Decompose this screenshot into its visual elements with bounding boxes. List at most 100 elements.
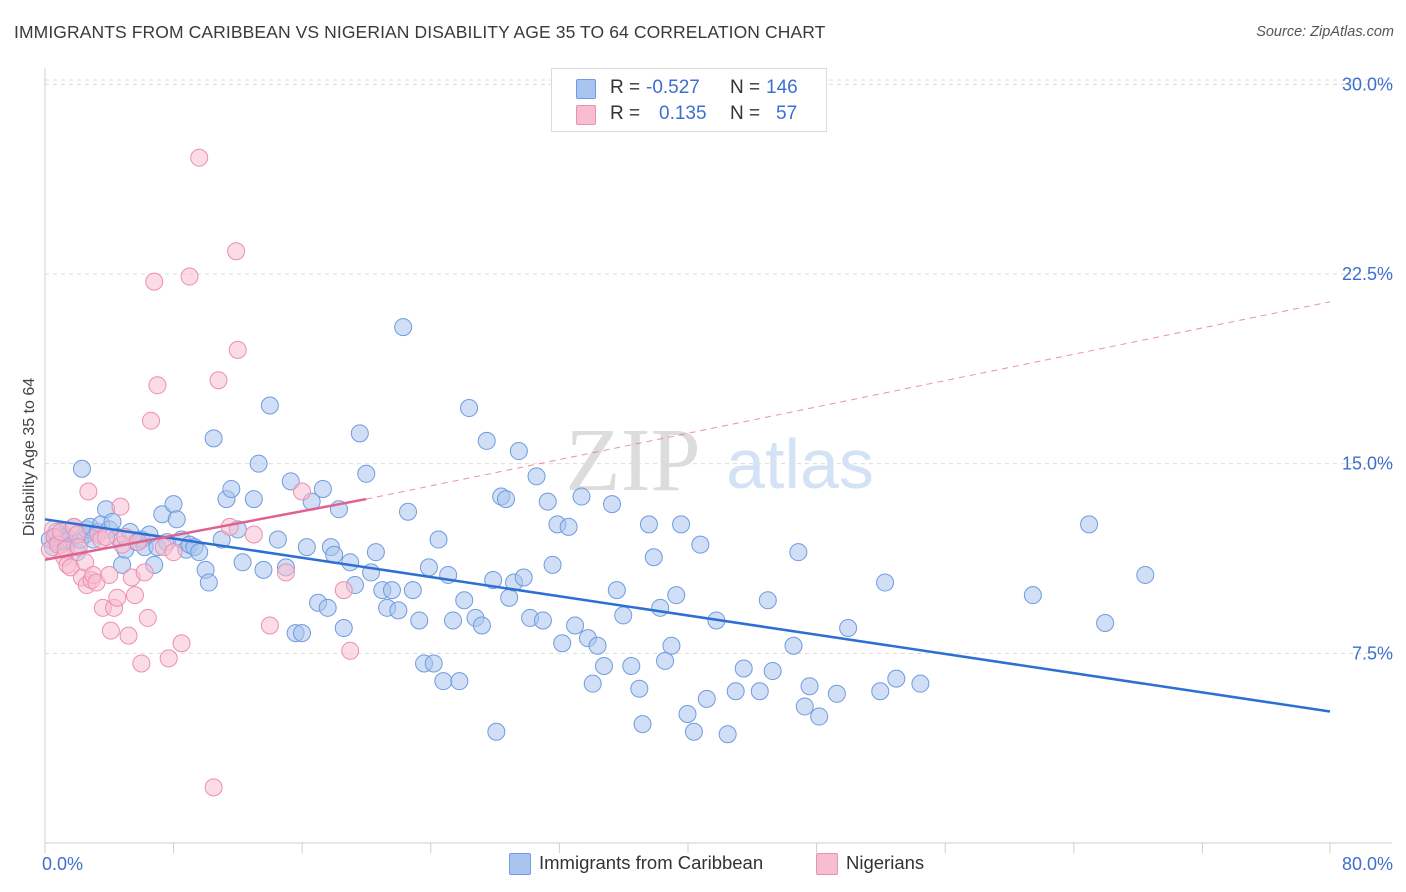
x-tick-label: 0.0% bbox=[42, 854, 83, 874]
data-point-caribbean bbox=[887, 669, 906, 688]
data-point-nigerians bbox=[138, 608, 157, 627]
data-point-nigerians bbox=[244, 525, 263, 544]
data-point-nigerians bbox=[228, 340, 247, 359]
series-caribbean-points bbox=[40, 318, 1155, 744]
data-point-caribbean bbox=[876, 573, 895, 592]
trend-line-caribbean bbox=[44, 518, 1331, 713]
data-point-caribbean bbox=[810, 707, 829, 726]
data-point-caribbean bbox=[1023, 586, 1042, 605]
data-point-caribbean bbox=[538, 492, 557, 511]
data-point-caribbean bbox=[651, 598, 670, 617]
legend-r-label: R = bbox=[610, 103, 641, 124]
legend-swatch-blue bbox=[509, 853, 531, 875]
data-point-caribbean bbox=[350, 424, 369, 443]
data-point-nigerians bbox=[148, 376, 167, 395]
data-point-caribbean bbox=[455, 591, 474, 610]
data-point-nigerians bbox=[132, 654, 151, 673]
data-point-nigerians bbox=[180, 267, 199, 286]
data-point-caribbean bbox=[341, 553, 360, 572]
data-point-caribbean bbox=[662, 636, 681, 655]
data-point-nigerians bbox=[260, 616, 279, 635]
data-point-caribbean bbox=[533, 611, 552, 630]
data-point-caribbean bbox=[566, 616, 585, 635]
data-point-caribbean bbox=[509, 442, 528, 461]
y-tick-label: 7.5% bbox=[1352, 643, 1393, 663]
y-tick-label: 15.0% bbox=[1342, 454, 1393, 474]
legend-swatch-pink bbox=[816, 853, 838, 875]
data-point-caribbean bbox=[424, 654, 443, 673]
y-tick-label: 22.5% bbox=[1342, 264, 1393, 284]
data-point-caribbean bbox=[403, 581, 422, 600]
data-point-nigerians bbox=[97, 528, 116, 547]
series-nigerians-points bbox=[40, 148, 360, 797]
data-point-caribbean bbox=[318, 598, 337, 617]
data-point-caribbean bbox=[553, 634, 572, 653]
data-point-caribbean bbox=[684, 722, 703, 741]
data-point-caribbean bbox=[204, 429, 223, 448]
data-point-caribbean bbox=[496, 490, 515, 509]
data-point-caribbean bbox=[450, 672, 469, 691]
data-point-caribbean bbox=[750, 682, 769, 701]
data-point-caribbean bbox=[410, 611, 429, 630]
data-point-caribbean bbox=[477, 431, 496, 450]
data-point-caribbean bbox=[758, 591, 777, 610]
data-point-nigerians bbox=[293, 482, 311, 501]
data-point-caribbean bbox=[572, 487, 591, 506]
data-point-nigerians bbox=[276, 563, 295, 582]
data-point-caribbean bbox=[527, 467, 546, 486]
data-point-nigerians bbox=[119, 626, 138, 645]
data-point-caribbean bbox=[313, 479, 332, 498]
data-point-caribbean bbox=[366, 543, 385, 562]
legend-swatch-pink bbox=[576, 105, 596, 125]
data-point-nigerians bbox=[100, 565, 119, 584]
data-point-nigerians bbox=[108, 588, 127, 607]
data-point-caribbean bbox=[672, 515, 691, 534]
legend-r-value: -0.527 bbox=[646, 77, 700, 98]
data-point-caribbean bbox=[800, 677, 819, 696]
data-point-caribbean bbox=[656, 651, 675, 670]
data-point-nigerians bbox=[142, 411, 161, 430]
data-point-caribbean bbox=[871, 682, 890, 701]
data-point-caribbean bbox=[594, 656, 613, 675]
legend-r-value: 0.135 bbox=[659, 103, 707, 124]
data-point-caribbean bbox=[268, 530, 287, 549]
data-point-nigerians bbox=[145, 272, 164, 291]
data-point-caribbean bbox=[1096, 613, 1115, 632]
data-point-caribbean bbox=[644, 548, 663, 567]
correlation-legend: R = -0.527 N = 146 R = 0.135 N = 57 bbox=[551, 68, 827, 132]
data-point-caribbean bbox=[784, 636, 803, 655]
data-point-nigerians bbox=[111, 497, 130, 516]
data-point-nigerians bbox=[190, 148, 209, 167]
legend-label-caribbean: Immigrants from Caribbean bbox=[539, 852, 764, 873]
legend-n-label: N = bbox=[730, 103, 761, 124]
data-point-caribbean bbox=[419, 558, 438, 577]
data-point-caribbean bbox=[260, 396, 279, 415]
data-point-caribbean bbox=[399, 502, 418, 521]
watermark-atlas: atlas bbox=[726, 425, 874, 503]
data-point-caribbean bbox=[839, 619, 858, 638]
data-point-caribbean bbox=[614, 606, 633, 625]
data-point-caribbean bbox=[222, 479, 241, 498]
legend-label-nigerians: Nigerians bbox=[846, 852, 925, 873]
data-point-nigerians bbox=[172, 634, 191, 653]
data-point-caribbean bbox=[639, 515, 658, 534]
data-point-caribbean bbox=[622, 656, 641, 675]
data-point-caribbean bbox=[588, 636, 607, 655]
tick-labels: 7.5% 15.0% 22.5% 30.0% 0.0% 80.0% bbox=[42, 74, 1393, 874]
source-label: Source: ZipAtlas.com bbox=[1256, 24, 1394, 40]
data-point-nigerians bbox=[101, 621, 120, 640]
data-point-caribbean bbox=[293, 624, 311, 643]
data-point-nigerians bbox=[334, 581, 353, 600]
data-point-caribbean bbox=[543, 555, 562, 574]
chart-title: IMMIGRANTS FROM CARIBBEAN VS NIGERIAN DI… bbox=[14, 22, 826, 42]
data-point-caribbean bbox=[244, 490, 263, 509]
data-point-nigerians bbox=[164, 543, 183, 562]
data-point-caribbean bbox=[297, 538, 316, 557]
data-point-caribbean bbox=[795, 697, 814, 716]
legend-n-value: 57 bbox=[776, 103, 798, 124]
data-point-caribbean bbox=[434, 672, 453, 691]
legend-n-label: N = bbox=[730, 77, 761, 98]
data-point-caribbean bbox=[763, 662, 782, 681]
data-point-caribbean bbox=[734, 659, 753, 678]
